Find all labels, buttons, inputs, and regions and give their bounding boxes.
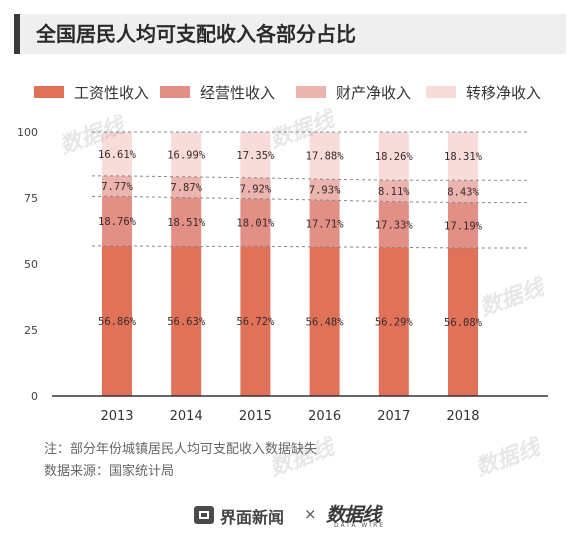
bar-segment (309, 200, 340, 247)
bar-segment (240, 132, 271, 178)
data-label: 8.43% (447, 186, 479, 198)
data-label: 56.48% (306, 316, 345, 328)
data-label: 8.11% (378, 186, 410, 198)
title-accent-bar (14, 14, 20, 54)
legend: 工资性收入 经营性收入 财产净收入 转移净收入 (0, 80, 580, 104)
y-tick-label: 25 (24, 324, 38, 337)
footer-separator: × (304, 505, 317, 523)
legend-label-transfer: 转移净收入 (466, 83, 542, 102)
x-tick-label: 2015 (239, 409, 272, 424)
data-label: 17.33% (375, 220, 414, 232)
bar-segment (448, 247, 478, 396)
legend-item-business: 经营性收入 (160, 80, 275, 104)
trend-line (92, 245, 528, 249)
footnote: 注：部分年份城镇居民人均可支配收入数据缺失 (44, 442, 318, 457)
bar-segment (309, 132, 340, 180)
data-label: 18.26% (375, 151, 414, 163)
footer-brand: 界面新闻 (220, 508, 285, 527)
legend-item-transfer: 转移净收入 (426, 80, 541, 104)
data-label: 56.63% (167, 316, 206, 328)
footer: 界面新闻 × 数据线 DATA WIRE (0, 500, 580, 530)
chart-title: 全国居民人均可支配收入各部分占比 (36, 22, 356, 46)
y-tick-label: 0 (31, 390, 38, 403)
bar-segment (448, 202, 478, 248)
legend-label-property: 财产净收入 (336, 83, 412, 102)
data-source: 数据来源：国家统计局 (44, 464, 175, 479)
trend-line (92, 195, 528, 204)
bar-segment (171, 132, 202, 177)
trend-line (92, 175, 528, 181)
data-label: 17.35% (236, 150, 275, 162)
x-tick-label: 2018 (446, 409, 479, 424)
bar-segment (102, 175, 132, 197)
legend-item-property: 财产净收入 (296, 80, 411, 104)
bar-segment (448, 180, 478, 203)
legend-swatch-wage (34, 86, 64, 98)
data-label: 7.92% (240, 183, 272, 195)
data-label: 56.72% (236, 316, 275, 328)
data-label: 56.86% (98, 316, 137, 328)
bar-segment (171, 246, 202, 396)
data-label: 56.08% (444, 317, 483, 329)
data-label: 17.19% (444, 220, 483, 232)
bar-segment (309, 246, 340, 396)
data-label: 18.76% (98, 216, 137, 228)
data-label: 18.31% (444, 151, 483, 163)
y-tick-label: 75 (24, 192, 38, 205)
x-tick-label: 2013 (100, 409, 133, 424)
bar-segment (102, 245, 132, 396)
data-label: 56.29% (375, 317, 414, 329)
data-label: 17.71% (306, 219, 345, 231)
legend-swatch-property (296, 86, 326, 98)
bar-segment (171, 176, 202, 198)
y-tick-label: 100 (17, 126, 38, 139)
bar-segment (309, 179, 340, 201)
bar-segment (378, 180, 409, 202)
data-label: 16.61% (98, 149, 137, 161)
legend-label-wage: 工资性收入 (74, 83, 150, 102)
bar-segment (240, 198, 271, 247)
bar-segment (240, 246, 271, 396)
data-label: 17.88% (306, 151, 345, 163)
stacked-bar-chart: 0 25 50 75 100 56.86% 18.76% 7.77% 16.61% 2013 56.… (17, 126, 548, 424)
legend-swatch-business (160, 86, 190, 98)
datawire-subtitle: DATA WIRE (334, 522, 386, 529)
legend-item-wage: 工资性收入 (34, 80, 149, 104)
data-label: 16.99% (167, 149, 206, 161)
bar-segment (378, 132, 409, 181)
bar-segment (378, 247, 409, 396)
watermark-logo: 数据线 (472, 435, 544, 482)
bar-segment (171, 197, 202, 247)
x-tick-label: 2016 (308, 409, 341, 424)
bar-segment (102, 132, 132, 176)
jiemian-logo-icon (194, 506, 214, 524)
x-tick-label: 2017 (377, 409, 410, 424)
data-label: 18.01% (236, 217, 275, 229)
bar-segment (448, 132, 478, 181)
title-bar: 全国居民人均可支配收入各部分占比 (14, 14, 566, 54)
bar-segment (102, 196, 132, 246)
data-label: 7.93% (309, 185, 341, 197)
data-label: 7.77% (101, 181, 133, 193)
bar-segment (240, 177, 271, 199)
bar-segment (378, 201, 409, 248)
data-label: 18.51% (167, 217, 206, 229)
data-label: 7.87% (170, 182, 202, 194)
legend-label-business: 经营性收入 (200, 83, 276, 102)
legend-swatch-transfer (426, 86, 456, 98)
y-tick-label: 50 (24, 258, 38, 271)
x-tick-label: 2014 (170, 409, 203, 424)
datawire-logo: 数据线 (326, 504, 381, 526)
